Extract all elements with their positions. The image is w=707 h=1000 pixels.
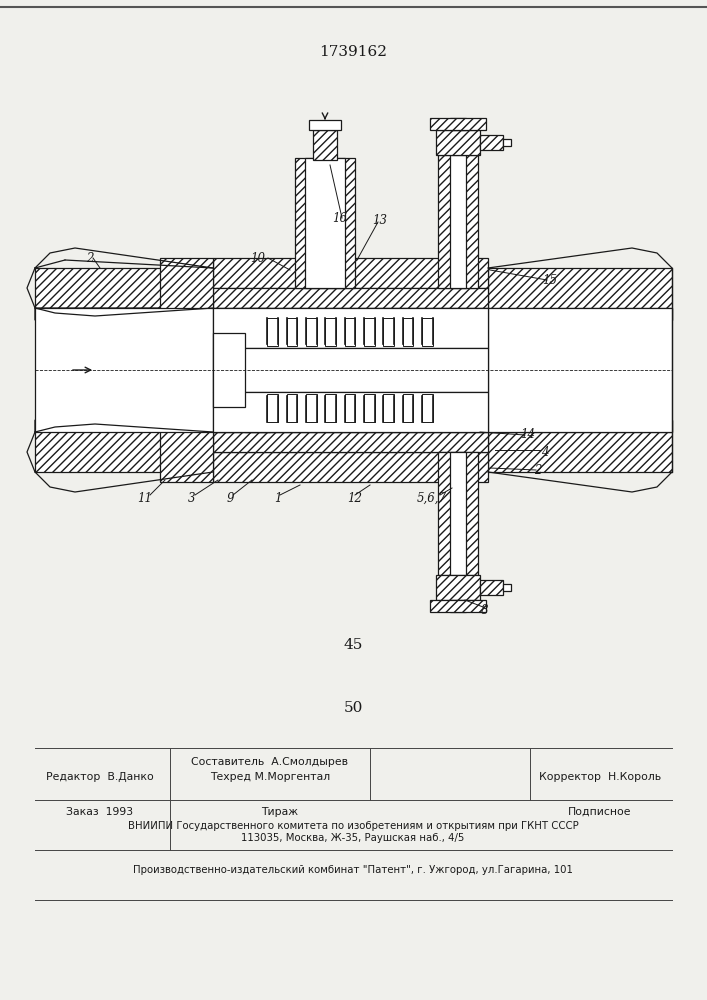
Text: 5,6,7: 5,6,7: [417, 491, 447, 504]
Polygon shape: [267, 318, 278, 346]
Polygon shape: [213, 348, 488, 392]
Bar: [503, 139, 511, 146]
Polygon shape: [344, 394, 355, 422]
Polygon shape: [480, 580, 503, 595]
Polygon shape: [364, 318, 375, 346]
Bar: [450, 155, 466, 288]
Polygon shape: [488, 308, 498, 332]
Polygon shape: [383, 394, 394, 422]
Polygon shape: [325, 394, 336, 422]
Polygon shape: [306, 394, 317, 422]
Polygon shape: [488, 308, 672, 432]
Polygon shape: [438, 155, 478, 288]
Bar: [309, 120, 341, 130]
Text: 15: 15: [542, 273, 558, 286]
Bar: [213, 333, 245, 407]
Text: 8: 8: [481, 603, 489, 616]
Polygon shape: [430, 118, 486, 130]
Polygon shape: [422, 394, 433, 422]
Polygon shape: [455, 412, 488, 432]
Polygon shape: [213, 392, 488, 432]
Polygon shape: [160, 420, 213, 482]
Polygon shape: [422, 318, 433, 346]
Polygon shape: [306, 318, 317, 346]
Text: 2: 2: [534, 464, 542, 477]
Polygon shape: [213, 288, 488, 308]
Polygon shape: [213, 407, 245, 432]
Polygon shape: [286, 394, 297, 422]
Text: ВНИИПИ Государственного комитета по изобретениям и открытиям при ГКНТ СССР: ВНИИПИ Государственного комитета по изоб…: [128, 821, 578, 831]
Text: 4: 4: [542, 446, 549, 458]
Text: 113035, Москва, Ж-35, Раушская наб., 4/5: 113035, Москва, Ж-35, Раушская наб., 4/5: [241, 833, 464, 843]
Polygon shape: [213, 308, 488, 348]
Text: 13: 13: [373, 214, 387, 227]
Bar: [450, 452, 466, 575]
Text: Подписное: Подписное: [568, 807, 632, 817]
Text: 2: 2: [86, 251, 94, 264]
Polygon shape: [35, 420, 213, 472]
Polygon shape: [213, 452, 488, 482]
Text: 1: 1: [274, 491, 282, 504]
Bar: [503, 584, 511, 591]
Polygon shape: [245, 424, 455, 432]
Text: 45: 45: [344, 638, 363, 652]
Polygon shape: [402, 318, 413, 346]
Bar: [305, 158, 345, 288]
Text: 50: 50: [344, 701, 363, 715]
Polygon shape: [437, 316, 455, 348]
Polygon shape: [437, 392, 455, 424]
Text: 12: 12: [348, 491, 363, 504]
Text: 1739162: 1739162: [319, 45, 387, 59]
Polygon shape: [160, 258, 213, 320]
Polygon shape: [364, 394, 375, 422]
Text: Производственно-издательский комбинат "Патент", г. Ужгород, ул.Гагарина, 101: Производственно-издательский комбинат "П…: [133, 865, 573, 875]
Polygon shape: [245, 412, 270, 432]
Polygon shape: [35, 308, 213, 432]
Polygon shape: [295, 158, 355, 288]
Polygon shape: [488, 268, 672, 320]
Text: Тираж: Тираж: [262, 807, 298, 817]
Polygon shape: [213, 258, 488, 288]
Text: 3: 3: [188, 491, 196, 504]
Polygon shape: [344, 318, 355, 346]
Polygon shape: [245, 308, 455, 316]
Text: 11: 11: [137, 491, 153, 504]
Polygon shape: [35, 268, 213, 320]
Text: Корректор  Н.Король: Корректор Н.Король: [539, 772, 661, 782]
Polygon shape: [313, 130, 337, 160]
Polygon shape: [35, 408, 213, 432]
Text: Составитель  А.Смолдырев: Составитель А.Смолдырев: [192, 757, 349, 767]
Polygon shape: [245, 308, 270, 328]
Polygon shape: [488, 420, 672, 472]
Text: 14: 14: [520, 428, 535, 442]
Text: Техред М.Моргентал: Техред М.Моргентал: [210, 772, 330, 782]
Polygon shape: [455, 308, 488, 328]
Polygon shape: [488, 308, 672, 320]
Polygon shape: [245, 392, 263, 424]
Bar: [450, 600, 466, 612]
Text: 10: 10: [250, 251, 266, 264]
Polygon shape: [267, 394, 278, 422]
Polygon shape: [213, 432, 488, 452]
Polygon shape: [488, 420, 672, 432]
Polygon shape: [245, 316, 263, 348]
Bar: [450, 118, 466, 130]
Polygon shape: [383, 318, 394, 346]
Polygon shape: [436, 575, 480, 600]
Text: 16: 16: [332, 212, 348, 225]
Polygon shape: [402, 394, 413, 422]
Polygon shape: [436, 130, 480, 155]
Polygon shape: [430, 600, 486, 612]
Text: Заказ  1993: Заказ 1993: [66, 807, 134, 817]
Text: 9: 9: [226, 491, 234, 504]
Polygon shape: [480, 135, 503, 150]
Polygon shape: [35, 308, 213, 332]
Polygon shape: [438, 452, 478, 575]
Text: Редактор  В.Данко: Редактор В.Данко: [46, 772, 154, 782]
Polygon shape: [325, 318, 336, 346]
Polygon shape: [286, 318, 297, 346]
Polygon shape: [213, 308, 245, 333]
